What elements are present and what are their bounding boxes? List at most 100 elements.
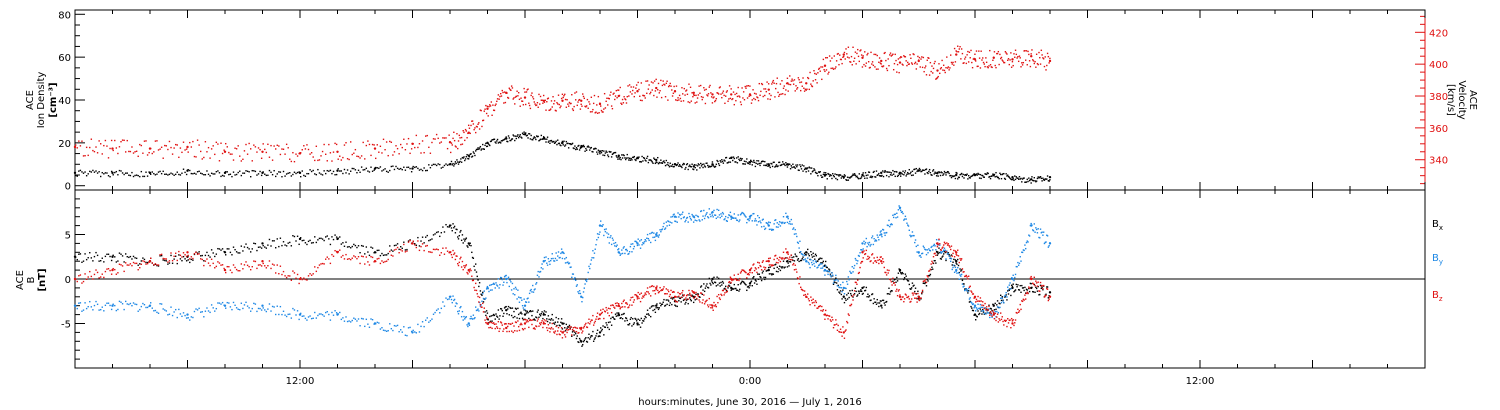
velocity-sample-dot [81,140,83,142]
ion-density-sample-dot [807,167,809,169]
velocity-sample-dot [779,83,782,85]
bz-sample-dot [176,259,178,262]
by-sample-dot [145,306,147,309]
ion-density-sample-dot [900,172,903,174]
bx-sample-dot [321,238,324,240]
ion-density-sample-dot [343,168,346,171]
bx-sample-dot [378,249,380,252]
by-sample-dot [646,237,648,239]
bx-sample-dot [917,290,919,293]
bx-sample-dot [691,294,693,296]
velocity-sample-dot [985,57,987,59]
by-sample-dot [869,245,871,247]
ion-density-sample-dot [573,147,575,150]
bz-sample-dot [786,257,789,259]
bx-sample-dot [707,287,710,289]
bx-sample-dot [1002,299,1004,302]
velocity-series [73,45,1052,163]
bx-sample-dot [508,314,510,316]
velocity-sample-dot [569,102,571,105]
ion-density-sample-dot [502,139,504,141]
by-sample-dot [494,287,496,289]
bz-sample-dot [489,326,492,329]
by-point [1030,224,1033,227]
velocity-sample-dot [560,105,562,107]
by-sample-dot [956,272,958,274]
by-sample-dot [910,235,913,237]
by-point [880,233,883,236]
velocity-sample-dot [628,84,631,86]
velocity-sample-dot [187,151,189,153]
velocity-sample-dot [1045,69,1047,71]
ion-density-sample-dot [345,172,347,174]
ion-density-sample-dot [351,167,353,170]
by-sample-dot [474,317,476,319]
bx-sample-dot [983,313,985,315]
ion-density-sample-dot [592,148,595,150]
by-sample-dot [298,318,300,321]
by-sample-dot [453,298,456,301]
velocity-sample-dot [892,68,895,71]
velocity-sample-dot [864,51,866,53]
bx-sample-dot [200,255,202,257]
velocity-sample-dot [817,72,819,74]
by-sample-dot [773,223,775,225]
ion-density-sample-dot [635,159,637,162]
velocity-sample-dot [693,94,696,97]
by-sample-dot [251,307,253,310]
by-sample-dot [214,310,216,312]
ion-density-sample-dot [482,148,485,150]
bz-sample-dot [714,305,716,307]
ion-density-sample-dot [800,165,802,168]
bx-sample-dot [450,227,453,229]
bx-sample-dot [1040,287,1043,290]
by-sample-dot [607,233,610,235]
bx-sample-dot [1013,290,1015,293]
by-sample-dot [307,316,310,318]
bx-sample-dot [922,282,925,285]
bx-sample-dot [632,318,634,320]
ion-density-sample-dot [268,169,271,172]
bz-sample-dot [106,268,108,270]
bz-sample-dot [742,269,745,272]
ion-density-sample-dot [691,163,693,165]
bx-sample-dot [257,246,260,248]
by-sample-dot [971,303,974,306]
bx-sample-dot [843,301,846,304]
velocity-sample-dot [182,141,185,143]
by-sample-dot [678,216,680,218]
ion-density-sample-dot [854,174,857,176]
bx-sample-dot [237,252,239,254]
by-sample-dot [456,303,458,305]
bz-sample-dot [673,291,675,293]
ion-density-sample-dot [1007,175,1010,178]
velocity-sample-dot [384,148,386,151]
by-sample-dot [1034,231,1036,233]
by-sample-dot [904,215,907,218]
by-sample-dot [631,251,633,253]
by-sample-dot [542,268,544,270]
velocity-sample-dot [490,101,493,103]
by-sample-dot [824,274,826,276]
ion-density-sample-dot [696,165,699,167]
velocity-sample-dot [1035,53,1038,55]
bx-sample-dot [801,258,803,260]
bx-sample-dot [536,311,539,313]
ion-density-sample-dot [872,171,875,174]
ion-density-sample-dot [329,169,332,172]
ion-density-sample-dot [930,174,932,176]
bx-sample-dot [657,306,659,309]
velocity-sample-dot [980,50,982,52]
velocity-sample-dot [605,100,607,103]
by-sample-dot [547,258,550,260]
bz-sample-dot [296,273,299,276]
by-sample-dot [498,287,500,289]
velocity-sample-dot [846,53,848,55]
bx-sample-dot [998,302,1000,304]
bx-sample-dot [719,285,721,287]
velocity-sample-dot [766,81,768,83]
bx-sample-dot [342,242,344,244]
bx-sample-dot [675,300,678,303]
bz-sample-dot [529,318,532,321]
by-sample-dot [300,312,302,315]
